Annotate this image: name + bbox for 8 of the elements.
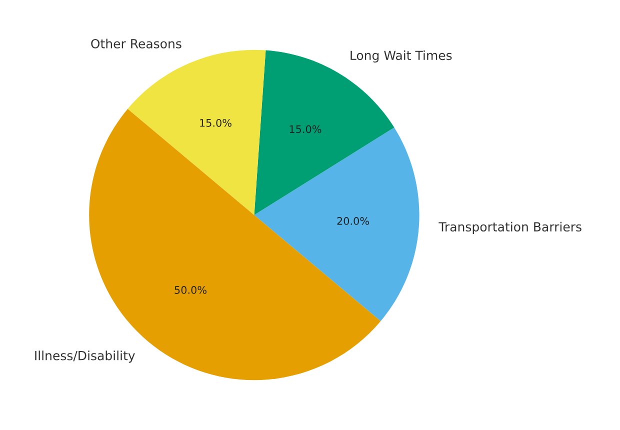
data-label: 15.0% bbox=[200, 118, 232, 127]
slice-label: Long Wait Times bbox=[350, 50, 452, 63]
slice-label: Other Reasons bbox=[91, 38, 182, 48]
data-label: 15.0% bbox=[290, 125, 322, 134]
data-label: 20.0% bbox=[337, 217, 369, 225]
data-label: 50.0% bbox=[174, 286, 206, 294]
slice-label: Transportation Barriers bbox=[438, 222, 582, 234]
slice-label: Illness/Disability bbox=[35, 350, 135, 363]
